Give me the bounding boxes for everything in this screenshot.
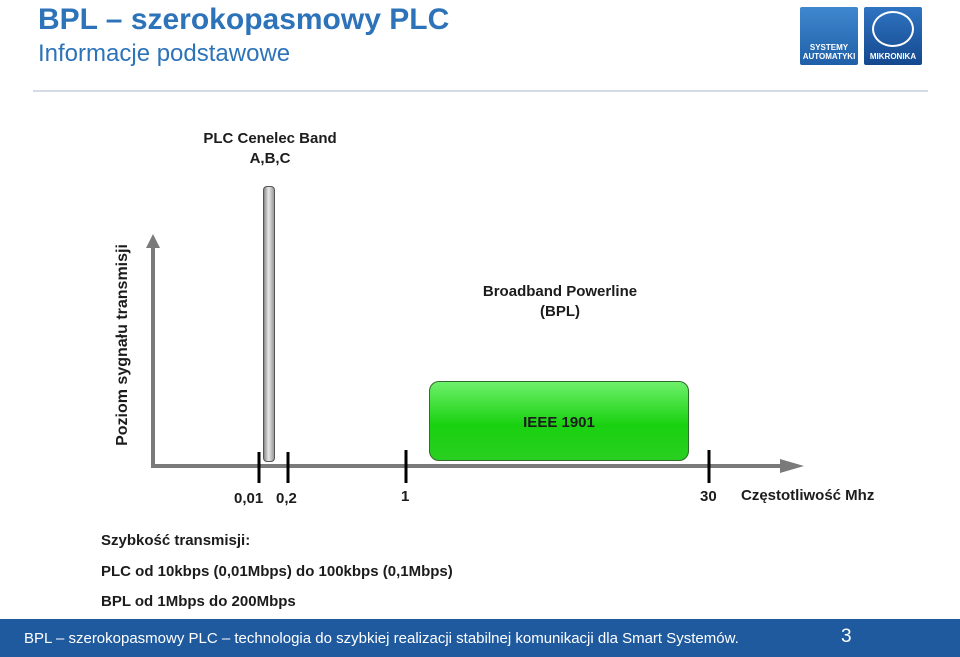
bpl-box-label: IEEE 1901: [523, 414, 595, 431]
logo-text: MIKRONIKA: [869, 52, 917, 61]
mikronika-logo: MIKRONIKA: [864, 7, 922, 65]
header-divider: [33, 90, 928, 92]
bpl-label: Broadband Powerline (BPL): [440, 283, 680, 320]
bpl-label-line1: Broadband Powerline: [482, 283, 638, 300]
bpl-range-box: [429, 381, 689, 461]
tick-label-02: 0,2: [276, 490, 297, 507]
bpl-speed-text: BPL od 1Mbps do 200Mbps: [101, 593, 296, 610]
logo-text-line2: AUTOMATYKI: [802, 52, 856, 61]
speed-heading: Szybkość transmisji:: [101, 532, 251, 549]
bpl-label-line2: (BPL): [540, 303, 580, 320]
slide-title: BPL – szerokopasmowy PLC: [38, 3, 450, 36]
cenelec-band-bar: [263, 186, 275, 462]
page-number: 3: [841, 626, 852, 647]
cenelec-band-label: PLC Cenelec Band A,B,C: [170, 130, 370, 167]
x-axis-arrow: [780, 459, 804, 473]
x-axis-label: Częstotliwość Mhz: [741, 487, 875, 504]
tick-label-001: 0,01: [234, 490, 264, 507]
cenelec-label-line1: PLC Cenelec Band: [203, 130, 337, 147]
systemy-automatyki-logo: SYSTEMY AUTOMATYKI: [800, 7, 858, 65]
y-axis-label: Poziom sygnału transmisji: [114, 244, 131, 446]
logo-text-line1: SYSTEMY: [809, 43, 849, 52]
slide-subtitle: Informacje podstawowe: [38, 40, 291, 67]
mikronika-mark-icon: [872, 11, 914, 47]
tick-label-30: 30: [700, 488, 717, 505]
footer-text: BPL – szerokopasmowy PLC – technologia d…: [24, 630, 739, 647]
tick-label-1: 1: [401, 488, 410, 505]
plc-speed-text: PLC od 10kbps (0,01Mbps) do 100kbps (0,1…: [101, 563, 453, 580]
footer-bar: BPL – szerokopasmowy PLC – technologia d…: [0, 619, 960, 657]
y-axis-arrow: [146, 234, 160, 248]
cenelec-label-line2: A,B,C: [249, 150, 291, 167]
